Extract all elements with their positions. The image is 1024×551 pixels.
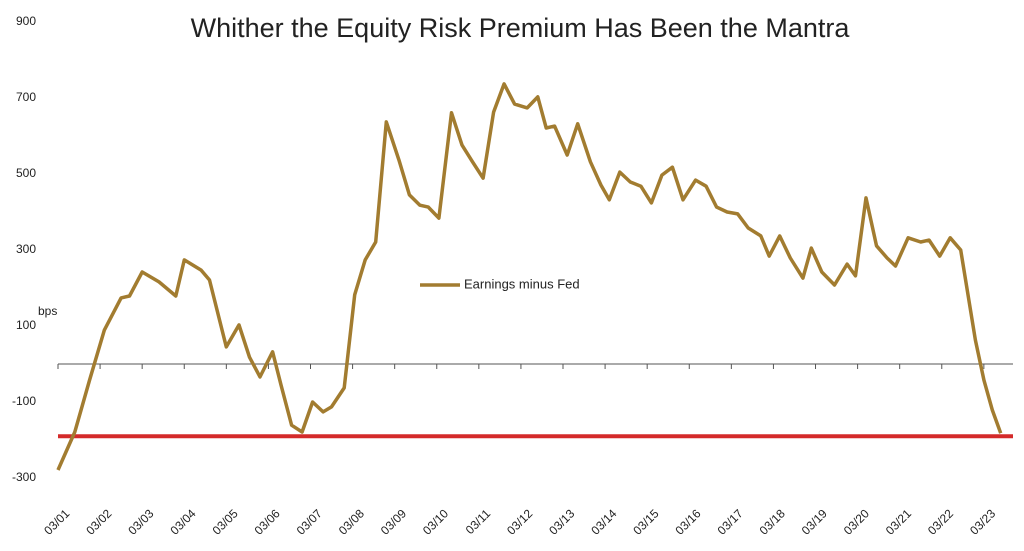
x-tick-label: 03/06 — [252, 506, 283, 537]
x-tick-label: 03/22 — [925, 506, 956, 537]
x-tick-label: 03/08 — [336, 506, 367, 537]
y-tick-label: 900 — [16, 14, 36, 28]
x-tick-label: 03/16 — [672, 506, 703, 537]
x-tick-label: 03/10 — [420, 506, 451, 537]
x-tick-label: 03/01 — [41, 506, 72, 537]
x-tick-label: 03/03 — [125, 506, 156, 537]
x-tick-label: 03/21 — [883, 506, 914, 537]
y-tick-label: 700 — [16, 90, 36, 104]
x-tick-label: 03/04 — [167, 506, 198, 537]
y-tick-label: -300 — [12, 470, 36, 484]
chart-title: Whither the Equity Risk Premium Has Been… — [191, 13, 851, 43]
y-axis-label: bps — [38, 304, 57, 318]
y-tick-label: -100 — [12, 394, 36, 408]
x-tick-label: 03/13 — [546, 506, 577, 537]
x-tick-label: 03/02 — [83, 506, 114, 537]
y-tick-label: 500 — [16, 166, 36, 180]
x-tick-label: 03/14 — [588, 506, 619, 537]
y-tick-label: 100 — [16, 318, 36, 332]
y-tick-label: 300 — [16, 242, 36, 256]
x-tick-label: 03/20 — [841, 506, 872, 537]
x-tick-label: 03/05 — [210, 506, 241, 537]
x-tick-label: 03/12 — [504, 506, 535, 537]
x-tick-label: 03/07 — [294, 506, 325, 537]
legend-label: Earnings minus Fed — [464, 276, 580, 291]
x-tick-label: 03/17 — [715, 506, 746, 537]
x-tick-label: 03/09 — [378, 506, 409, 537]
x-tick-label: 03/18 — [757, 506, 788, 537]
data-line — [56, 82, 1003, 471]
x-tick-label: 03/11 — [463, 506, 494, 537]
x-tick-label: 03/19 — [799, 506, 830, 537]
x-tick-label: 03/15 — [630, 506, 661, 537]
x-tick-label: 03/23 — [967, 506, 998, 537]
